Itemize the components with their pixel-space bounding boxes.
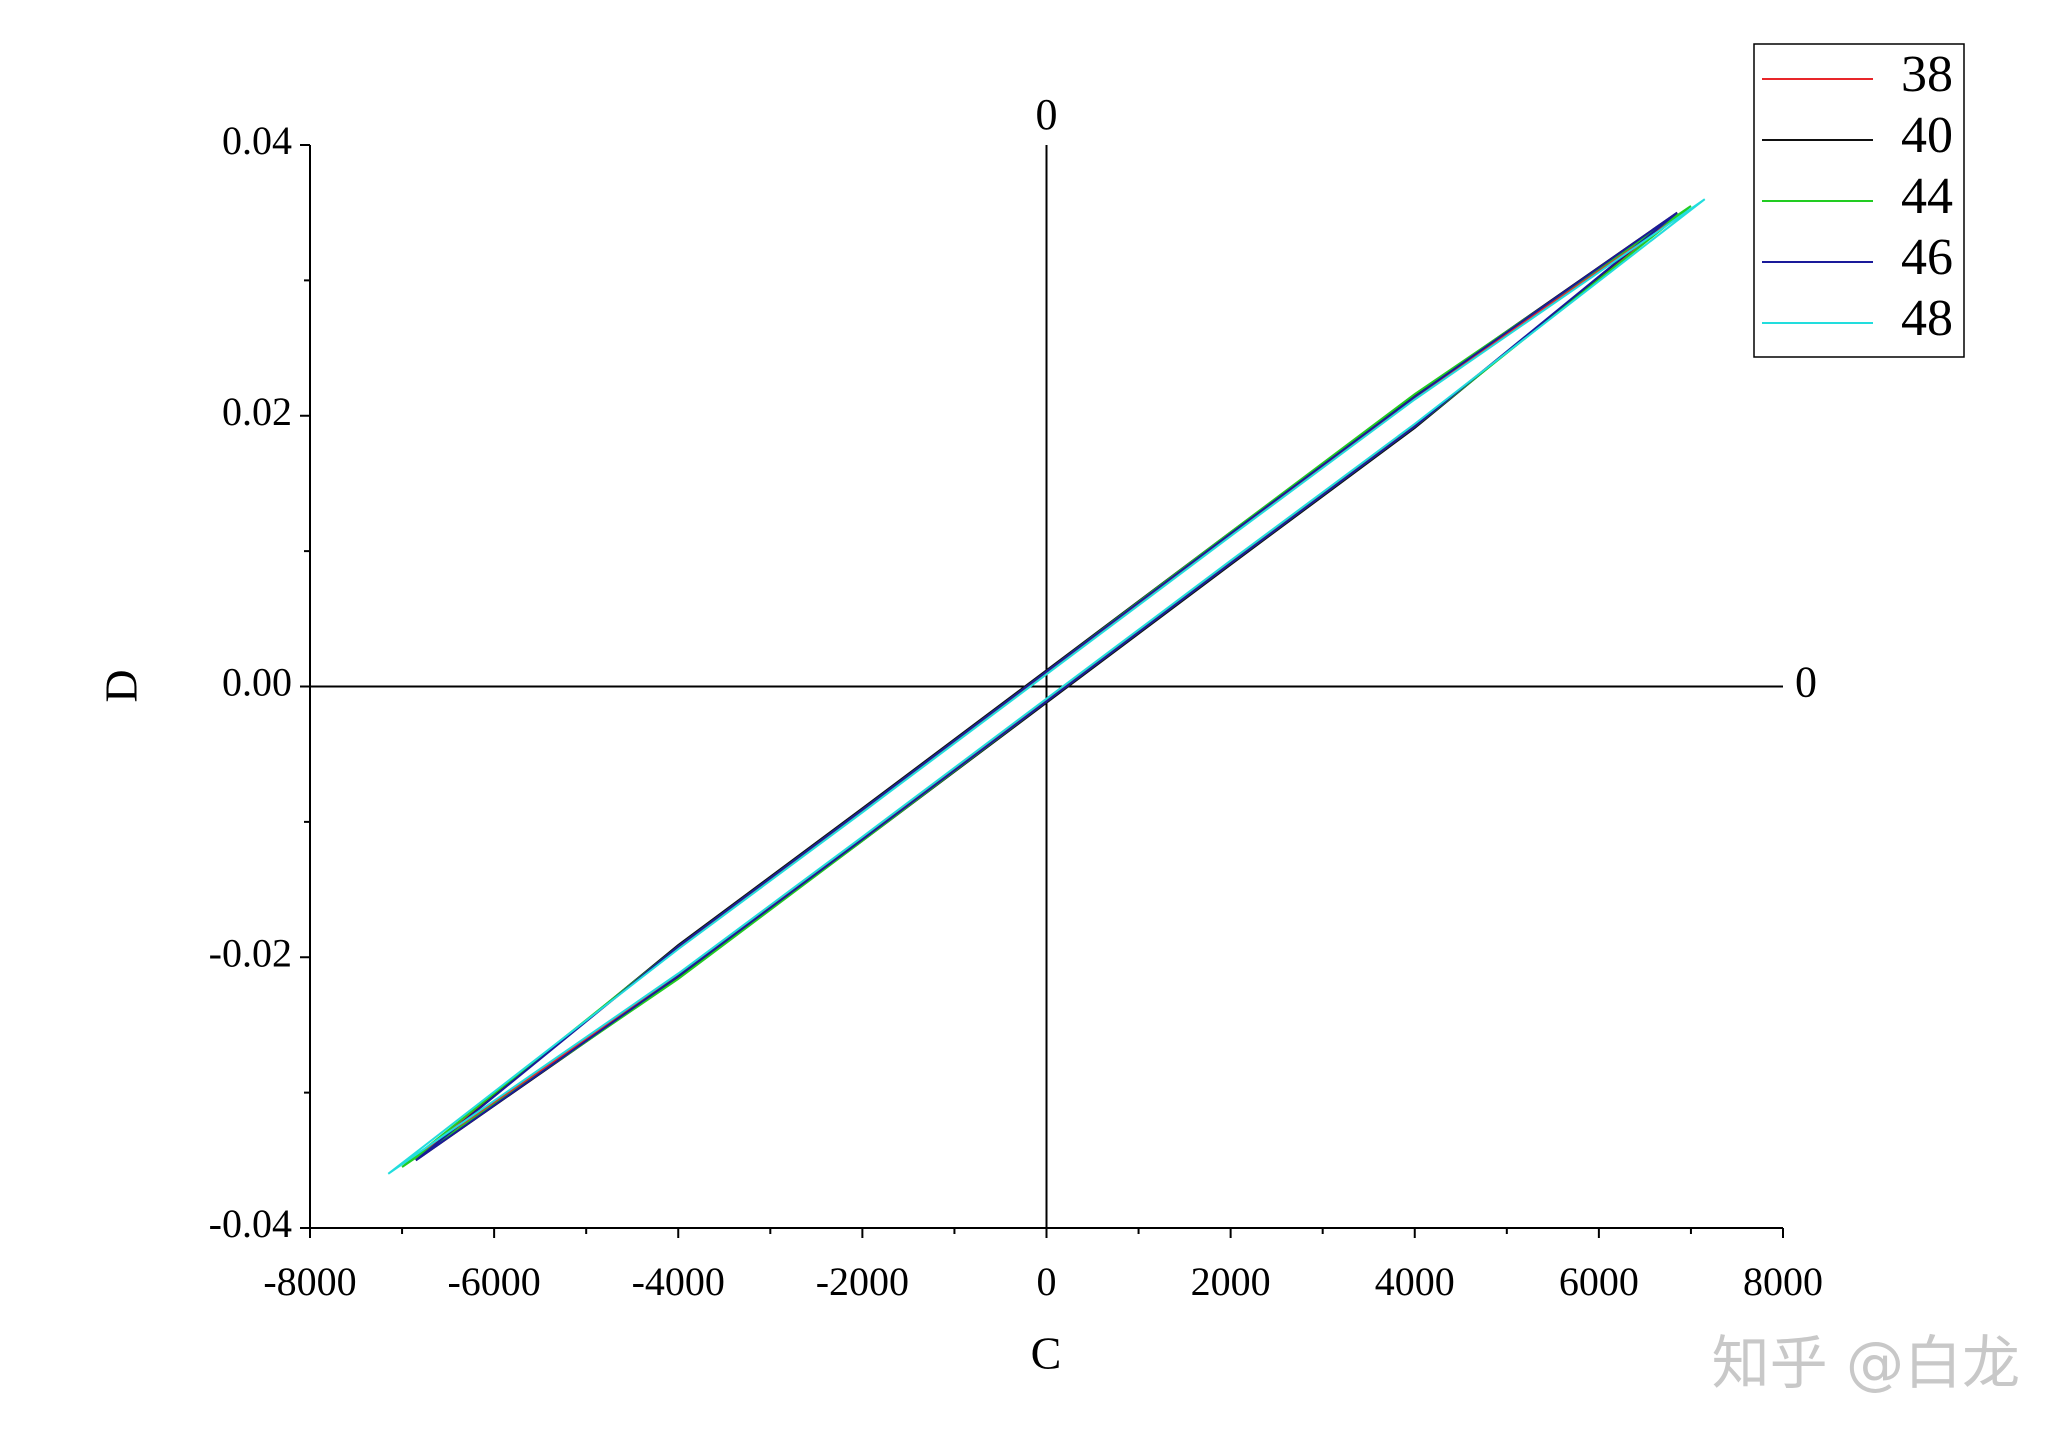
legend-label: 38 xyxy=(1901,46,1953,103)
watermark: 知乎 @白龙 xyxy=(1712,1329,2020,1397)
y-tick-label: 0.00 xyxy=(222,660,292,705)
series-line xyxy=(415,211,1678,1162)
y-axis-title: D xyxy=(96,669,147,702)
y-tick-label: 0.02 xyxy=(222,389,292,434)
legend-label: 46 xyxy=(1901,229,1953,286)
legend-label: 48 xyxy=(1901,290,1953,347)
series-line xyxy=(387,198,1706,1175)
x-axis-title: C xyxy=(1031,1328,1062,1379)
x-tick-label: -6000 xyxy=(447,1259,540,1304)
x-tick-label: -4000 xyxy=(632,1259,725,1304)
x-tick-label: 8000 xyxy=(1743,1259,1823,1304)
zero-axis-label: 0 xyxy=(1795,658,1817,707)
zero-axis-label: 0 xyxy=(1036,90,1058,139)
y-tick-label: -0.04 xyxy=(209,1201,292,1246)
x-tick-label: 4000 xyxy=(1375,1259,1455,1304)
x-tick-label: 2000 xyxy=(1191,1259,1271,1304)
legend-label: 40 xyxy=(1901,107,1953,164)
legend-label: 44 xyxy=(1901,168,1953,225)
x-tick-label: 6000 xyxy=(1559,1259,1639,1304)
x-tick-label: -2000 xyxy=(816,1259,909,1304)
y-tick-label: 0.04 xyxy=(222,118,292,163)
x-tick-label: -8000 xyxy=(263,1259,356,1304)
x-tick-label: 0 xyxy=(1037,1259,1057,1304)
y-tick-label: -0.02 xyxy=(209,930,292,975)
